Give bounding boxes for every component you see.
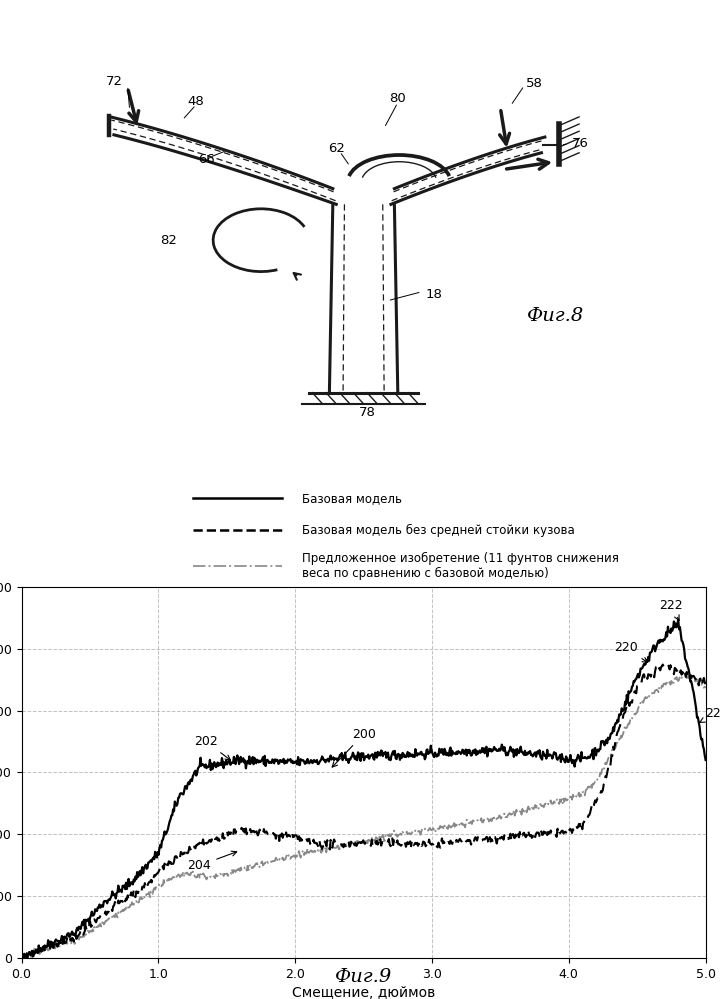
Text: Фиг.9: Фиг.9	[335, 968, 392, 986]
Text: 72: 72	[105, 75, 122, 88]
Text: 202: 202	[194, 735, 230, 760]
Text: 80: 80	[390, 93, 406, 106]
Text: 48: 48	[188, 95, 204, 108]
Text: 78: 78	[359, 407, 375, 420]
Text: 224: 224	[699, 706, 720, 722]
Text: Базовая модель без средней стойки кузова: Базовая модель без средней стойки кузова	[302, 523, 575, 536]
Text: 82: 82	[161, 234, 177, 247]
Text: 220: 220	[614, 641, 647, 662]
Text: Предложенное изобретение (11 фунтов снижения
веса по сравнению с базовой моделью: Предложенное изобретение (11 фунтов сниж…	[302, 552, 619, 580]
Text: 204: 204	[188, 851, 237, 872]
Text: 58: 58	[526, 77, 543, 90]
Text: Базовая модель: Базовая модель	[302, 492, 402, 504]
Text: 200: 200	[332, 728, 376, 767]
Text: 76: 76	[572, 137, 589, 150]
Text: Фиг.8: Фиг.8	[526, 308, 584, 326]
Text: 18: 18	[426, 288, 442, 301]
Text: 222: 222	[660, 599, 683, 620]
Text: 66: 66	[198, 153, 215, 166]
Text: 62: 62	[328, 142, 345, 155]
X-axis label: Смещение, дюймов: Смещение, дюймов	[292, 986, 435, 999]
